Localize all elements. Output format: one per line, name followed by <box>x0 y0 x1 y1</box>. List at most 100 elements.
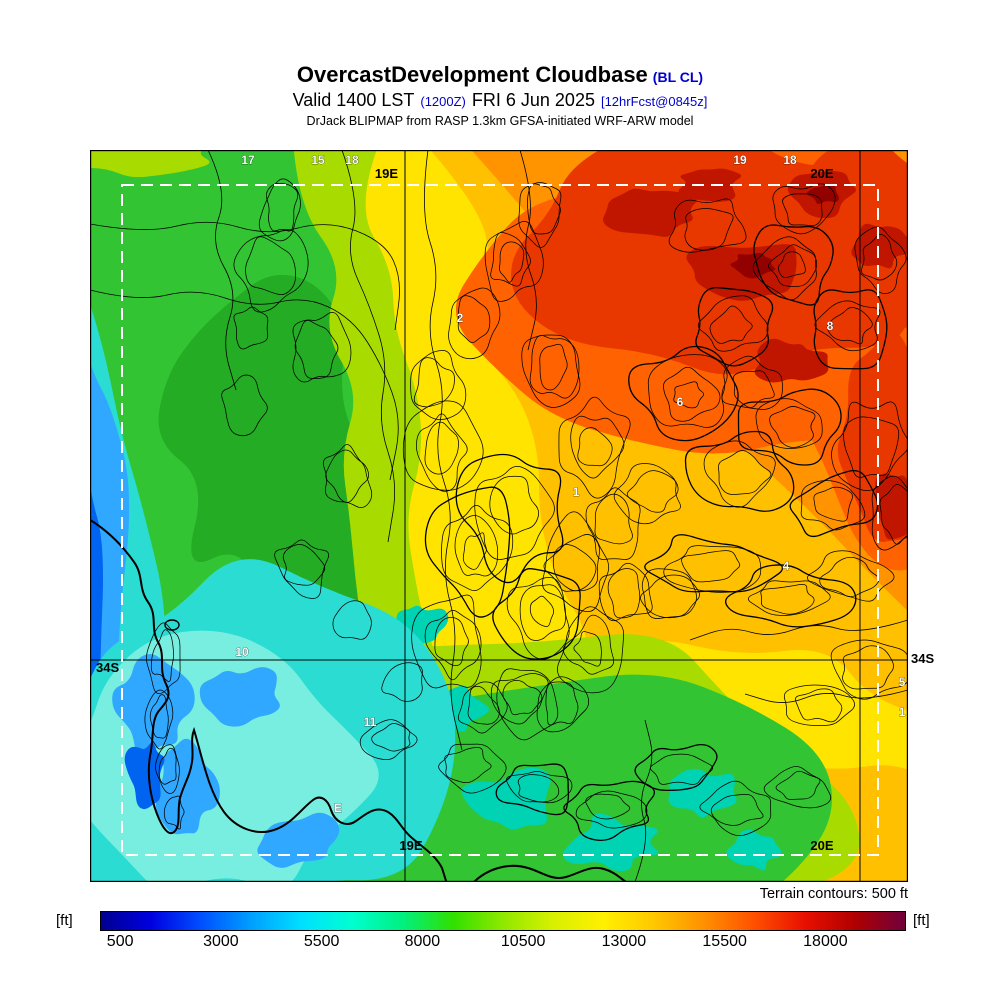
terrain-contour <box>626 470 679 513</box>
terrain-contour <box>150 629 174 682</box>
terrain-contour <box>577 427 613 467</box>
field-region <box>563 813 659 872</box>
terrain-contour <box>325 449 370 503</box>
terrain-contour <box>819 556 880 598</box>
terrain-contour <box>536 676 590 733</box>
grid-label: 34S <box>96 660 119 675</box>
field-region <box>875 473 908 540</box>
terrain-contour <box>462 532 487 570</box>
colorbar-tick-label: 500 <box>106 933 134 950</box>
site-label: 10 <box>235 645 249 659</box>
terrain-contour <box>539 343 568 391</box>
terrain-contour <box>575 790 648 829</box>
colorbar-tick-label: 18000 <box>803 933 848 950</box>
terrain-contour <box>607 568 641 619</box>
terrain-contour <box>258 178 301 242</box>
terrain-contour <box>753 224 834 306</box>
terrain-contour <box>830 639 908 700</box>
terrain-contour <box>506 577 570 660</box>
map-border <box>90 150 908 882</box>
field-region <box>678 168 742 202</box>
grid-label: 20E <box>810 838 833 853</box>
site-label: 11 <box>364 715 377 729</box>
colorbar-tick-label: 3000 <box>203 933 239 950</box>
colorbar-gradient <box>101 912 905 930</box>
site-label: 4 <box>783 559 790 573</box>
terrain-contour <box>441 505 514 591</box>
terrain-contour <box>207 150 237 391</box>
terrain-contour <box>381 662 423 702</box>
colorbar-tick-label: 10500 <box>500 933 546 950</box>
terrain-contour <box>521 334 581 408</box>
terrain-contour <box>413 357 455 408</box>
field-region <box>754 338 829 383</box>
terrain-contour <box>502 680 543 716</box>
terrain-contour <box>274 539 330 599</box>
map-svg: 19E 20E 34S 19E 20E 17 15 18 19 18 2 8 6 1 4 10 11 5 1 E <box>90 150 908 882</box>
terrain-contours-note: Terrain contours: 500 ft <box>759 886 908 902</box>
terrain-contour <box>628 345 739 442</box>
terrain-contour <box>842 645 894 690</box>
terrain-contour <box>699 780 772 836</box>
terrain-contour <box>718 450 772 495</box>
model-info-line: DrJack BLIPMAP from RASP 1.3km GFSA-init… <box>306 114 694 128</box>
terrain-contour <box>90 289 399 481</box>
terrain-contour <box>424 486 511 618</box>
terrain-contour <box>783 684 855 726</box>
terrain-contour <box>789 469 879 538</box>
coastline <box>90 518 448 882</box>
field-region <box>155 738 220 835</box>
terrain-contour <box>529 595 555 627</box>
field-region <box>730 252 776 279</box>
colorbar-ticks: 500 3000 5500 8000 10500 13000 15500 18000 <box>100 933 906 957</box>
grid-label: 19E <box>399 838 422 853</box>
terrain-contour <box>543 534 600 592</box>
terrain-contour <box>826 307 873 345</box>
terrain-contour <box>673 381 705 409</box>
terrain-contour <box>689 619 908 641</box>
terrain-contour <box>703 440 776 508</box>
terrain-contour-layer <box>90 150 908 882</box>
terrain-contour <box>684 208 734 251</box>
terrain-contour <box>424 150 463 751</box>
terrain-contour <box>233 229 309 313</box>
terrain-contour <box>495 763 570 816</box>
site-label: 6 <box>677 395 684 409</box>
site-label: 17 <box>241 153 255 167</box>
terrain-contour <box>613 463 681 525</box>
site-label: 5 <box>899 675 906 689</box>
terrain-contour <box>519 584 566 641</box>
terrain-contour <box>732 370 775 408</box>
terrain-contour <box>598 562 653 622</box>
site-label: 18 <box>345 153 359 167</box>
colorbar-unit-right: [ft] <box>913 912 930 929</box>
colorbar-tick-label: 8000 <box>404 933 441 950</box>
terrain-contour <box>806 550 895 602</box>
terrain-contour <box>668 198 747 253</box>
field-region <box>90 150 210 178</box>
terrain-contour <box>411 594 482 689</box>
field-layer <box>90 150 908 882</box>
terrain-contour <box>775 770 821 800</box>
terrain-contour <box>221 374 268 437</box>
terrain-contour <box>519 150 537 351</box>
terrain-contour <box>562 614 615 675</box>
terrain-contour <box>879 484 908 545</box>
terrain-contour <box>474 466 555 560</box>
terrain-contour <box>292 312 352 383</box>
terrain-contour <box>709 305 753 344</box>
colorbar <box>100 911 906 931</box>
terrain-contour <box>744 689 908 703</box>
grid-label: 19E <box>375 166 398 181</box>
site-label: 2 <box>457 311 464 325</box>
terrain-contour <box>245 236 297 296</box>
terrain-contour <box>814 300 881 352</box>
coastline <box>472 864 628 882</box>
site-label: 19 <box>733 153 747 167</box>
field-region <box>461 767 551 830</box>
terrain-contour <box>90 221 400 331</box>
valid-time-line: Valid 1400 LST (1200Z) FRI 6 Jun 2025 [12hr… <box>0 90 1000 111</box>
terrain-contour <box>467 685 500 725</box>
terrain-contour <box>527 183 561 235</box>
